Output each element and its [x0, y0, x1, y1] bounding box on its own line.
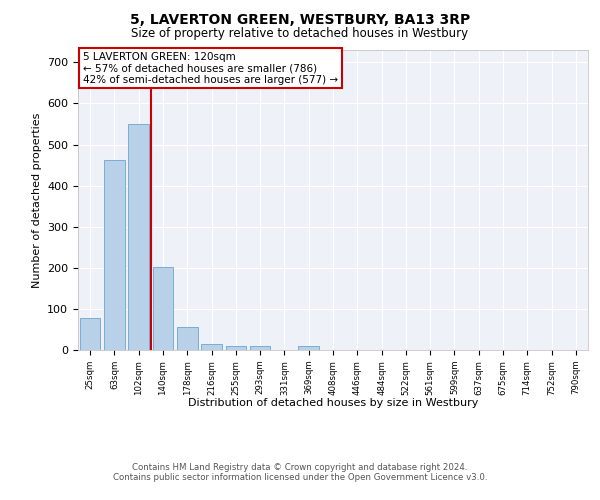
- Bar: [128, 124, 149, 350]
- Bar: [152, 266, 173, 350]
- Text: Size of property relative to detached houses in Westbury: Size of property relative to detached ho…: [131, 28, 469, 40]
- Text: Distribution of detached houses by size in Westbury: Distribution of detached houses by size …: [188, 398, 478, 407]
- Bar: [201, 344, 222, 350]
- Text: 5 LAVERTON GREEN: 120sqm
← 57% of detached houses are smaller (786)
42% of semi-: 5 LAVERTON GREEN: 120sqm ← 57% of detach…: [83, 52, 338, 84]
- Bar: [298, 346, 319, 350]
- Bar: [226, 346, 246, 350]
- Bar: [177, 326, 197, 350]
- Bar: [80, 318, 100, 350]
- Text: Contains public sector information licensed under the Open Government Licence v3: Contains public sector information licen…: [113, 472, 487, 482]
- Y-axis label: Number of detached properties: Number of detached properties: [32, 112, 41, 288]
- Text: 5, LAVERTON GREEN, WESTBURY, BA13 3RP: 5, LAVERTON GREEN, WESTBURY, BA13 3RP: [130, 12, 470, 26]
- Bar: [250, 346, 271, 350]
- Bar: [104, 160, 125, 350]
- Text: Contains HM Land Registry data © Crown copyright and database right 2024.: Contains HM Land Registry data © Crown c…: [132, 462, 468, 471]
